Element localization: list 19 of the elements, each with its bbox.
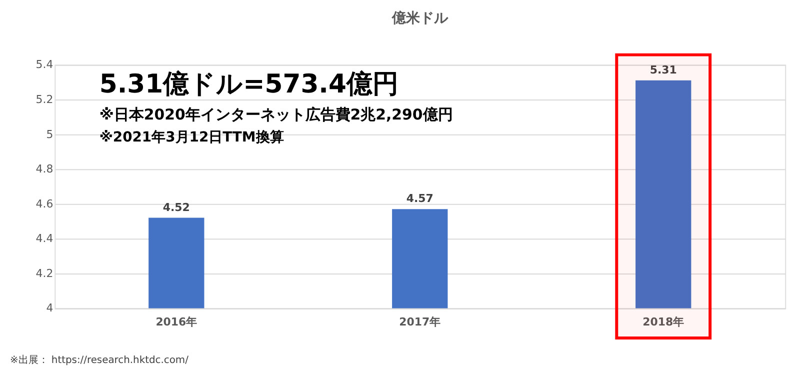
annotation: 5.31億ドル=573.4億円 — [99, 70, 398, 100]
y-tick-label: 5.4 — [36, 58, 54, 72]
x-tick-label: 2016年 — [156, 316, 198, 329]
annotation: ※2021年3月12日TTM換算 — [99, 129, 284, 146]
data-label: 4.57 — [406, 192, 434, 206]
y-tick-label: 4.2 — [36, 266, 54, 280]
text: ※出展： https://research.hktdc.com/ — [10, 354, 190, 366]
chart-title: 億米ドル — [390, 10, 449, 27]
y-tick-label: 4.4 — [36, 232, 54, 246]
x-tick-label: 2018年 — [642, 316, 684, 329]
x-tick-label: 2017年 — [399, 316, 441, 329]
data-label: 4.52 — [162, 200, 190, 214]
y-tick-label: 5.2 — [36, 93, 54, 106]
data-label: 5.31 — [650, 63, 677, 76]
y-tick-label: 5 — [46, 128, 54, 141]
y-tick-label: 4 — [46, 302, 54, 315]
y-tick-label: 4.6 — [36, 197, 54, 210]
y-tick-label: 4.8 — [36, 162, 54, 176]
annotation: ※日本2020年インターネット広告費2兆2,290億円 — [99, 105, 453, 124]
